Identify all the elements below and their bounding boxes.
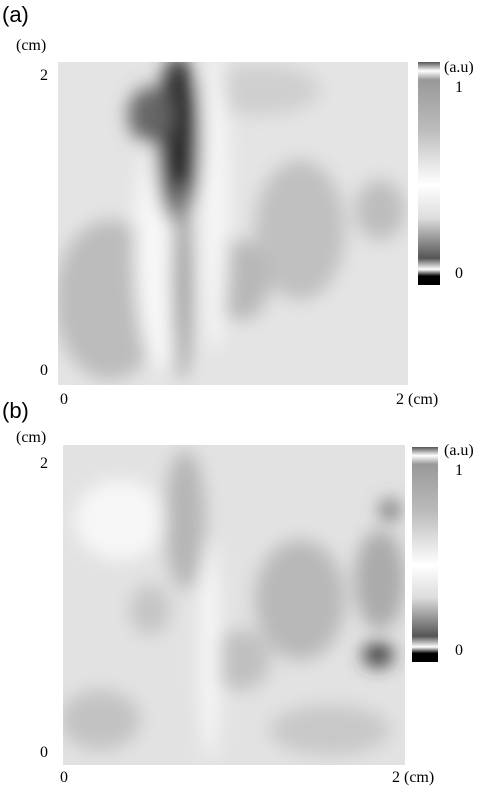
x-tick-label: 0 [60, 769, 68, 786]
colorbar-tick: 1 [455, 462, 463, 479]
y-tick-label: 2 [40, 67, 48, 84]
x-tick-label: 0 [60, 391, 68, 408]
heatmap [55, 50, 408, 385]
x-tick-label: 2 (cm) [392, 769, 434, 786]
y-unit: (cm) [16, 37, 46, 54]
y-tick-label: 2 [40, 455, 48, 472]
colorbar-unit: (a.u) [444, 59, 474, 76]
panel-b: (b) (cm) 2 0 0 2 (cm) (a.u) 1 0 [2, 398, 474, 786]
colorbar-tick: 1 [455, 79, 463, 96]
y-tick-label: 0 [40, 362, 48, 379]
colorbar-tick: 0 [455, 642, 463, 659]
colorbar-tick: 0 [455, 265, 463, 282]
colorbar [412, 447, 438, 662]
panel-label: (a) [2, 2, 29, 27]
heatmap [60, 445, 405, 765]
colorbar-unit: (a.u) [444, 442, 474, 459]
y-unit: (cm) [16, 429, 46, 446]
panel-a: (a) (cm) 2 0 0 2 (cm) (a.u) 1 0 [2, 2, 474, 408]
panel-label: (b) [2, 398, 29, 423]
y-tick-label: 0 [40, 744, 48, 761]
figure: (a) (cm) 2 0 0 2 (cm) (a.u) 1 0 [0, 0, 490, 793]
colorbar [418, 62, 440, 285]
x-tick-label: 2 (cm) [396, 391, 438, 408]
